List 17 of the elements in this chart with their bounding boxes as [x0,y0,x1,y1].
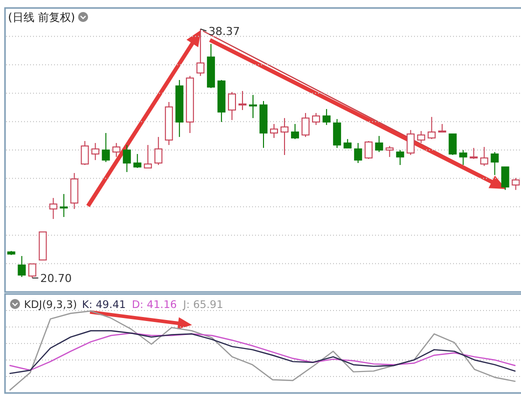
candlestick [164,101,173,146]
chart-title: KDJ(9,3,3) [24,299,77,311]
annotation: 38.37 [208,25,240,38]
text: K: 49.41 [82,299,126,311]
candlestick [122,144,131,173]
text: D: 41.16 [132,299,178,311]
candlestick [270,123,278,138]
chart-title: (日线 前复权) [8,11,76,24]
candlestick [60,194,68,218]
series-label: J: 65.91 [182,299,224,311]
candlestick [280,118,289,156]
annotation: 20.70 [40,272,72,285]
candlestick [91,142,100,161]
candlestick [70,172,78,210]
candlestick [248,94,257,119]
candlestick [175,80,184,138]
candlestick [49,197,58,220]
